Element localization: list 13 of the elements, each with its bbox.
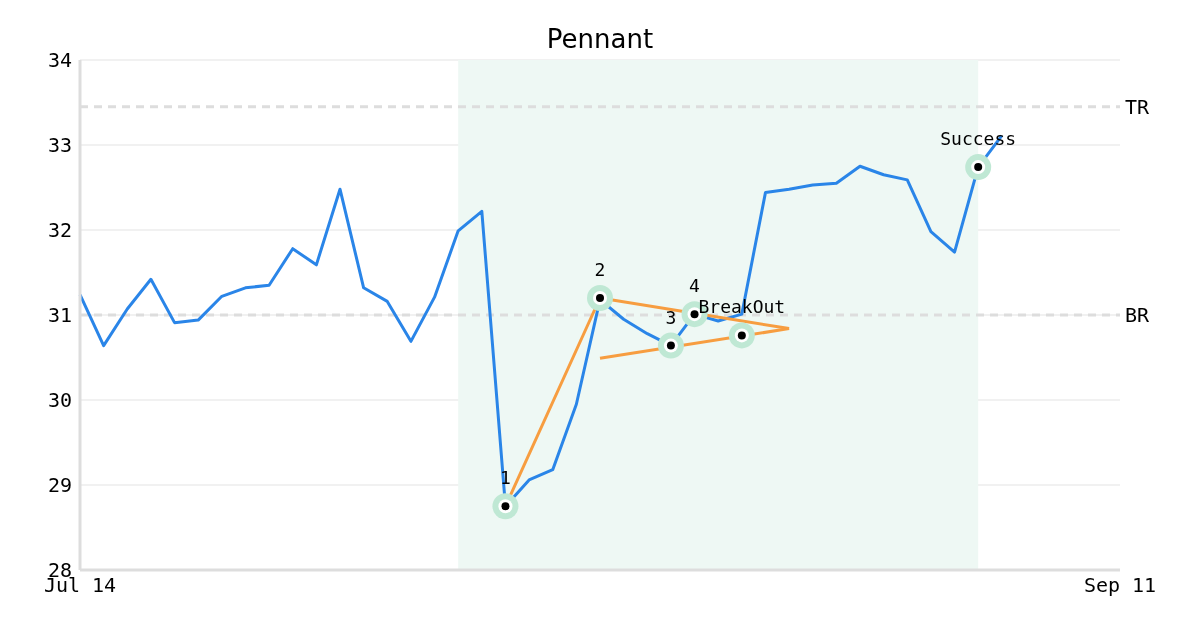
annotation: 4 xyxy=(689,275,700,297)
ref-line-label: BR xyxy=(1125,303,1151,328)
chart-title: Pennant xyxy=(545,24,655,54)
y-tick-label: 29 xyxy=(47,473,72,498)
y-tick-label: 30 xyxy=(47,388,72,413)
y-tick-label: 32 xyxy=(47,218,72,243)
ref-line-label: TR xyxy=(1125,94,1151,119)
y-tick-label: 34 xyxy=(47,48,72,73)
y-tick-label: 31 xyxy=(47,303,72,328)
x-tick-label: Sep 11 xyxy=(1083,573,1157,598)
annotation: 2 xyxy=(594,259,606,280)
annotation: 3 xyxy=(665,306,677,328)
y-tick-label: 33 xyxy=(47,133,72,158)
